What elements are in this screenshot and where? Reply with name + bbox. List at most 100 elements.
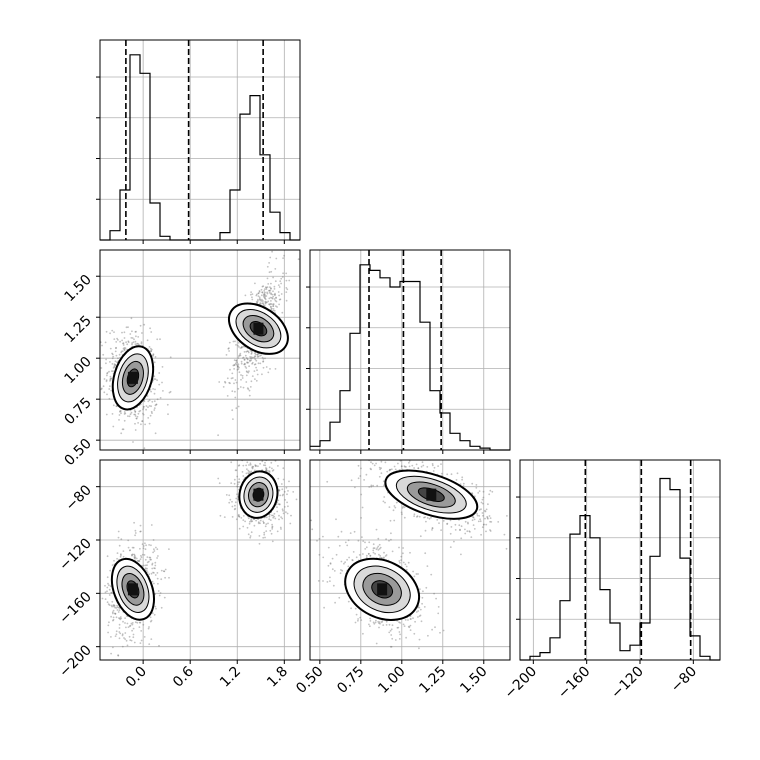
sample-point	[260, 294, 263, 297]
sample-point	[124, 638, 127, 640]
sample-point	[238, 355, 240, 358]
sample-point	[247, 350, 250, 353]
sample-point	[163, 570, 166, 573]
sample-point	[295, 498, 298, 501]
sample-point	[251, 350, 253, 353]
sample-point	[267, 522, 269, 525]
sample-point	[232, 340, 235, 343]
sample-point	[280, 516, 282, 518]
sample-point	[240, 346, 243, 349]
sample-point	[431, 463, 434, 465]
sample-point	[134, 556, 137, 559]
sample-point	[262, 358, 265, 360]
sample-point	[269, 296, 272, 299]
sample-point	[238, 478, 241, 481]
sample-point	[382, 557, 385, 560]
sample-point	[372, 621, 375, 624]
sample-point	[323, 606, 325, 609]
sample-point	[347, 539, 350, 542]
sample-point	[256, 353, 259, 356]
sample-point	[268, 471, 271, 473]
sample-point	[154, 567, 156, 570]
sample-point	[372, 547, 375, 550]
sample-point	[403, 625, 406, 627]
sample-point	[249, 293, 252, 296]
sample-point	[335, 518, 337, 521]
sample-point	[110, 591, 113, 594]
sample-point	[111, 329, 114, 332]
sample-point	[417, 616, 419, 618]
sample-point	[250, 352, 253, 354]
sample-point	[118, 609, 121, 612]
sample-point	[127, 341, 130, 344]
sample-point	[262, 303, 265, 306]
x-tick-label: 0.6	[170, 663, 197, 690]
sample-point	[100, 367, 103, 369]
sample-point	[155, 403, 158, 406]
sample-point	[346, 558, 348, 561]
sample-point	[242, 357, 244, 359]
sample-point	[153, 548, 155, 551]
sample-point	[113, 338, 116, 340]
sample-point	[118, 607, 121, 609]
sample-point	[360, 467, 362, 470]
sample-point	[450, 473, 453, 476]
sample-point	[122, 347, 125, 350]
sample-point	[151, 580, 154, 583]
sample-point	[341, 569, 344, 572]
sample-point	[280, 528, 282, 530]
sample-point	[489, 530, 492, 532]
sample-point	[385, 624, 388, 626]
sample-point	[115, 630, 118, 633]
sample-point	[477, 492, 480, 494]
sample-point	[164, 568, 167, 571]
sample-point	[480, 533, 482, 536]
sample-point	[237, 464, 240, 467]
sample-point	[120, 350, 123, 353]
sample-point	[112, 616, 115, 619]
sample-point	[250, 455, 252, 457]
sample-point	[482, 514, 484, 517]
sample-point	[136, 415, 139, 418]
sample-point	[269, 529, 272, 532]
sample-point	[257, 295, 260, 297]
y-tick-label: −200	[56, 642, 95, 681]
sample-point	[389, 468, 392, 471]
sample-point	[237, 344, 239, 347]
sample-point	[106, 555, 109, 558]
sample-point	[365, 554, 368, 557]
sample-point	[398, 457, 400, 459]
sample-point	[255, 379, 258, 382]
sample-point	[255, 300, 258, 303]
sample-point	[329, 580, 331, 582]
sample-point	[136, 342, 138, 345]
sample-point	[270, 308, 273, 311]
sample-point	[375, 619, 377, 622]
sample-point	[408, 626, 411, 629]
sample-point	[146, 561, 149, 564]
sample-point	[362, 540, 365, 542]
sample-point	[384, 555, 387, 557]
sample-point	[131, 554, 133, 557]
sample-point	[240, 346, 243, 349]
sample-point	[391, 550, 394, 553]
sample-point	[377, 537, 380, 540]
sample-point	[127, 539, 130, 542]
sample-point	[231, 372, 234, 375]
sample-point	[118, 637, 121, 640]
sample-point	[446, 522, 449, 525]
sample-point	[241, 374, 244, 377]
sample-point	[437, 465, 439, 467]
sample-point	[439, 631, 441, 634]
sample-point	[354, 621, 357, 624]
y-tick-label: 0.50	[61, 436, 94, 469]
sample-point	[397, 626, 400, 629]
sample-point	[473, 518, 476, 521]
sample-point	[112, 404, 115, 407]
sample-point	[250, 353, 253, 355]
sample-point	[426, 466, 429, 468]
sample-point	[115, 346, 117, 349]
sample-point	[239, 386, 242, 388]
sample-point	[464, 520, 467, 523]
sample-point	[361, 506, 364, 509]
